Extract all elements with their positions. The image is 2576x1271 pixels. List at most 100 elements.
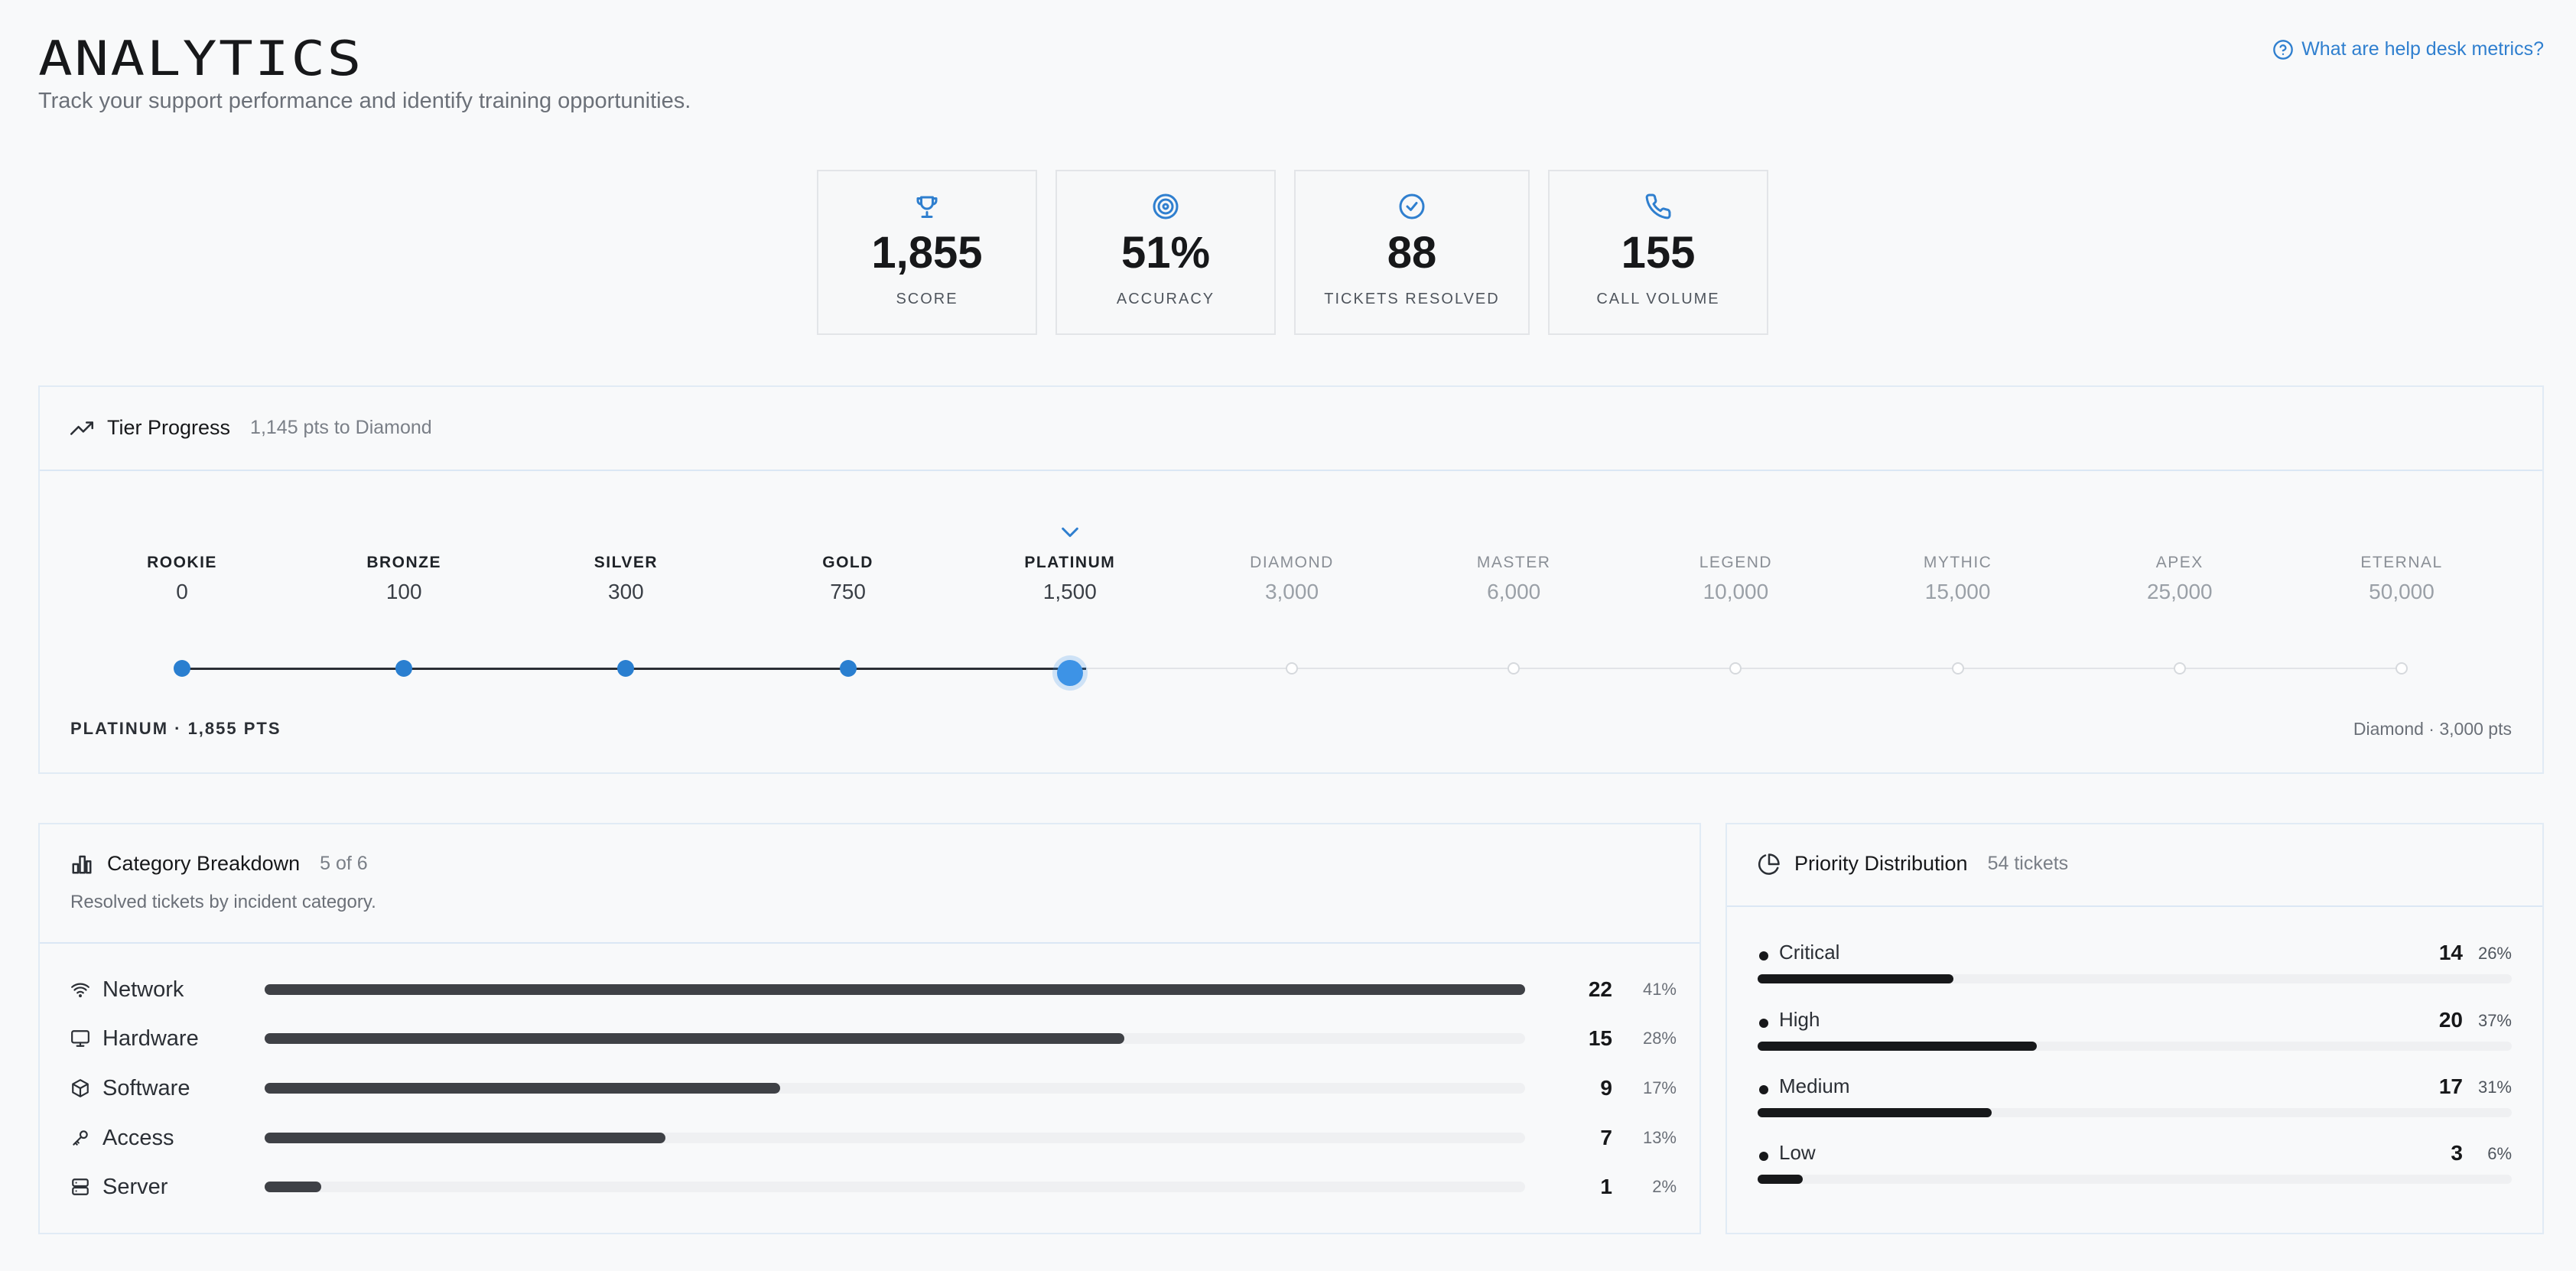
- tier-marker-silver: [617, 660, 635, 677]
- tier-marker-gold: [839, 660, 857, 677]
- category-bar-track: [265, 1083, 1525, 1094]
- category-breakdown-title: Category Breakdown: [107, 852, 301, 875]
- category-count: 9: [1600, 1076, 1612, 1100]
- tier-points: 6,000: [1487, 580, 1541, 603]
- stat-card-call-volume: 155 CALL VOLUME: [1548, 170, 1768, 335]
- category-bar-fill: [265, 1182, 322, 1192]
- analytics-page: ANALYTICS Track your support performance…: [38, 0, 2544, 1271]
- tier-name: ROOKIE: [147, 554, 217, 571]
- category-breakdown-panel: Category Breakdown 5 of 6 Resolved ticke…: [38, 823, 1701, 1234]
- category-percent: 13%: [1642, 1128, 1677, 1147]
- tier-marker-platinum: [1056, 660, 1083, 686]
- priority-row-high: High 20 37%: [1758, 1008, 2512, 1054]
- category-bar-track: [265, 1182, 1525, 1192]
- tier-name: MASTER: [1476, 554, 1551, 571]
- stat-value: 51%: [1120, 228, 1211, 278]
- tier-diamond: DIAMOND 3,000: [1200, 554, 1384, 604]
- priority-distribution-title: Priority Distribution: [1794, 852, 1968, 875]
- monitor-icon: [71, 1030, 89, 1047]
- help-link[interactable]: What are help desk metrics?: [2272, 38, 2544, 60]
- priority-distribution-header: Priority Distribution 54 tickets: [1727, 824, 2542, 907]
- tier-marker-apex: [2173, 662, 2186, 675]
- category-percent: 17%: [1642, 1078, 1677, 1097]
- priority-label: Medium: [1779, 1074, 1850, 1097]
- category-row-network: Network 22 41%: [70, 974, 1677, 1005]
- stat-value: 155: [1621, 228, 1696, 278]
- category-breakdown-meta: 5 of 6: [320, 853, 368, 874]
- tier-name: SILVER: [594, 554, 659, 571]
- category-percent: 28%: [1642, 1029, 1677, 1048]
- current-tier-summary: PLATINUM · 1,855 PTS: [70, 719, 281, 738]
- category-count: 15: [1588, 1026, 1612, 1050]
- tier-points: 25,000: [2146, 580, 2213, 603]
- chevron-down-icon: [1062, 527, 1078, 538]
- category-bar-fill: [265, 1033, 1124, 1044]
- tier-name: APEX: [2155, 554, 2204, 571]
- tier-marker-rookie: [174, 660, 190, 677]
- category-bar-track: [265, 1133, 1525, 1143]
- stat-value: 88: [1387, 228, 1437, 278]
- stat-cards: 1,855 SCORE 51% ACCURACY 88 TICKETS RESO…: [817, 170, 1768, 335]
- tier-master: MASTER 6,000: [1422, 554, 1605, 604]
- priority-bar-track: [1758, 974, 2512, 983]
- category-row-software: Software 9 17%: [70, 1073, 1677, 1104]
- tier-marker-diamond: [1286, 662, 1298, 675]
- page-header: ANALYTICS Track your support performance…: [38, 23, 2544, 122]
- priority-bar-fill: [1758, 1175, 1804, 1184]
- priority-bullet: [1759, 1152, 1768, 1161]
- priority-distribution-panel: Priority Distribution 54 tickets Critica…: [1725, 823, 2544, 1234]
- pie-chart-icon: [1758, 853, 1780, 875]
- server-icon: [72, 1178, 89, 1195]
- category-breakdown-header: Category Breakdown 5 of 6 Resolved ticke…: [40, 824, 1699, 944]
- priority-label: Critical: [1779, 941, 1840, 964]
- tier-marker-legend: [1729, 662, 1742, 675]
- tier-progress-title-row: Tier Progress 1,145 pts to Diamond: [70, 416, 432, 440]
- stat-label: TICKETS RESOLVED: [1324, 291, 1500, 307]
- category-label: Hardware: [102, 1026, 199, 1051]
- tier-silver: SILVER 300: [534, 554, 717, 604]
- category-bar-fill: [265, 1083, 781, 1094]
- priority-count: 17: [2438, 1074, 2463, 1098]
- category-label: Software: [102, 1075, 190, 1100]
- priority-count: 14: [2438, 941, 2463, 964]
- tier-points: 3,000: [1264, 580, 1319, 603]
- tier-progress-header: Tier Progress 1,145 pts to Diamond: [40, 387, 2542, 471]
- priority-percent: 6%: [2487, 1144, 2512, 1163]
- priority-percent: 37%: [2477, 1011, 2512, 1030]
- tier-points: 10,000: [1703, 580, 1769, 603]
- category-label: Access: [102, 1125, 174, 1150]
- target-icon: [1153, 193, 1179, 219]
- tier-gold: GOLD 750: [756, 554, 940, 604]
- tier-bronze: BRONZE 100: [312, 554, 496, 604]
- tier-points: 50,000: [2369, 580, 2435, 603]
- category-row-access: Access 7 13%: [70, 1123, 1677, 1153]
- priority-distribution-meta: 54 tickets: [1987, 853, 2069, 874]
- stat-card-accuracy: 51% ACCURACY: [1055, 170, 1276, 335]
- priority-distribution-title-row: Priority Distribution 54 tickets: [1758, 852, 2068, 876]
- category-breakdown-title-row: Category Breakdown 5 of 6: [70, 852, 368, 876]
- category-count: 22: [1588, 977, 1612, 1001]
- tier-name: LEGEND: [1699, 554, 1773, 571]
- tier-rookie: ROOKIE 0: [90, 554, 274, 604]
- category-count: 1: [1600, 1175, 1612, 1198]
- priority-bar-track: [1758, 1108, 2512, 1117]
- tier-marker-master: [1508, 662, 1521, 675]
- package-icon: [72, 1079, 89, 1097]
- phone-icon: [1645, 193, 1671, 219]
- category-label: Server: [102, 1174, 168, 1199]
- category-bar-track: [265, 984, 1525, 995]
- category-row-hardware: Hardware 15 28%: [70, 1023, 1677, 1054]
- tier-mythic: MYTHIC 15,000: [1866, 554, 2050, 604]
- priority-row-low: Low 3 6%: [1758, 1141, 2512, 1187]
- tier-progress-meta: 1,145 pts to Diamond: [250, 417, 432, 438]
- check-circle-icon: [1399, 193, 1425, 219]
- category-breakdown-description: Resolved tickets by incident category.: [70, 892, 376, 912]
- stat-card-score: 1,855 SCORE: [817, 170, 1037, 335]
- category-bar-fill: [265, 984, 1525, 995]
- tier-track: ROOKIE 0 BRONZE 100 SILVER 300 GOLD 750 PLATINUM…: [40, 471, 2542, 701]
- next-tier-summary: Diamond · 3,000 pts: [2353, 719, 2512, 739]
- priority-count: 3: [2451, 1141, 2463, 1165]
- tier-marker-eternal: [2395, 662, 2408, 675]
- stat-label: SCORE: [896, 291, 958, 307]
- priority-bullet: [1759, 1019, 1768, 1028]
